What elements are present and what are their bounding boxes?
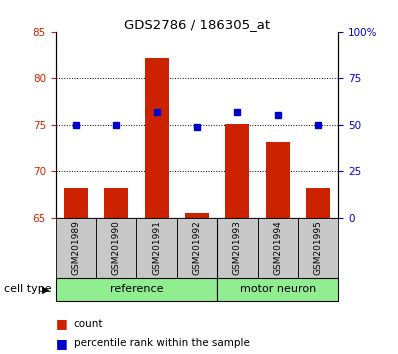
Bar [217,218,258,278]
Text: count: count [74,319,103,329]
Bar [225,124,250,218]
Bar [258,218,298,278]
Bar [137,218,177,278]
Text: percentile rank within the sample: percentile rank within the sample [74,338,250,348]
Text: GSM201995: GSM201995 [314,220,323,275]
Bar [306,188,330,218]
Bar [64,188,88,218]
Text: motor neuron: motor neuron [240,284,316,295]
Text: ■: ■ [56,318,68,330]
Bar [104,188,129,218]
Text: reference: reference [110,284,163,295]
Text: GSM201991: GSM201991 [152,220,161,275]
Text: ■: ■ [56,337,68,350]
Text: GSM201993: GSM201993 [233,220,242,275]
Bar [144,58,169,218]
Text: cell type: cell type [4,284,52,295]
Text: GSM201994: GSM201994 [273,221,282,275]
Bar [298,218,338,278]
Bar [56,278,217,301]
Bar [217,278,338,301]
Bar [185,213,209,218]
Bar [56,218,96,278]
Bar [177,218,217,278]
Title: GDS2786 / 186305_at: GDS2786 / 186305_at [124,18,270,31]
Text: GSM201990: GSM201990 [112,220,121,275]
Text: GSM201992: GSM201992 [193,221,201,275]
Text: ▶: ▶ [42,284,49,295]
Bar [96,218,137,278]
Bar [265,142,290,218]
Text: GSM201989: GSM201989 [71,220,80,275]
